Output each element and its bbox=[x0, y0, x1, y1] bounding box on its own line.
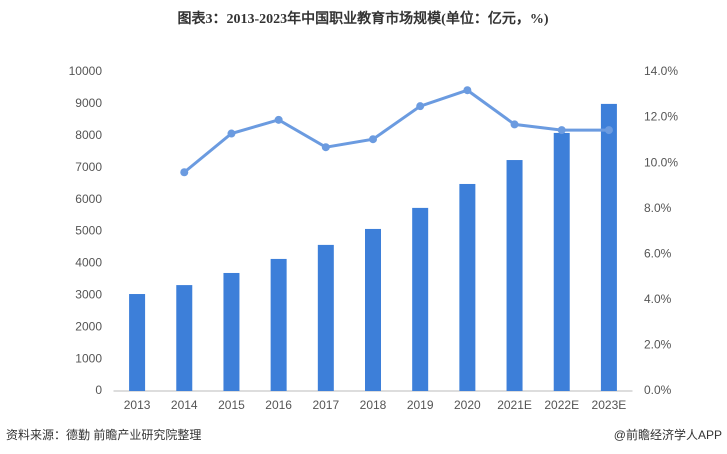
y2-tick-label: 10.0% bbox=[644, 155, 678, 169]
bar bbox=[553, 132, 570, 391]
bar bbox=[412, 207, 429, 391]
y-tick-label: 9000 bbox=[75, 96, 102, 110]
line-point bbox=[274, 115, 283, 124]
line-point bbox=[510, 120, 519, 129]
line-point bbox=[604, 126, 613, 135]
line-point bbox=[369, 135, 377, 144]
bar bbox=[600, 103, 617, 392]
x-tick-label: 2014 bbox=[171, 398, 198, 412]
x-tick-label: 2015 bbox=[218, 398, 245, 412]
x-tick-label: 2016 bbox=[265, 398, 292, 412]
chart-title: 图表3：2013-2023年中国职业教育市场规模(单位：亿元，%) bbox=[178, 10, 549, 27]
y2-tick-label: 2.0% bbox=[644, 338, 672, 352]
y-tick-label: 8000 bbox=[75, 128, 102, 142]
y2-tick-label: 14.0% bbox=[644, 64, 678, 78]
x-tick-label: 2020 bbox=[454, 398, 481, 412]
source: 资料来源：德勤 前瞻产业研究院整理 bbox=[6, 427, 201, 442]
y-tick-label: 5000 bbox=[75, 224, 102, 238]
bar bbox=[176, 285, 193, 391]
x-tick-label: 2021E bbox=[497, 398, 532, 412]
y-tick-label: 0 bbox=[95, 383, 102, 397]
line-point bbox=[227, 129, 236, 138]
y-tick-label: 3000 bbox=[75, 287, 102, 301]
y2-tick-label: 8.0% bbox=[644, 201, 672, 215]
x-tick-label: 2013 bbox=[124, 398, 151, 412]
line-point bbox=[180, 168, 189, 177]
y2-tick-label: 4.0% bbox=[644, 292, 672, 306]
y-tick-label: 2000 bbox=[75, 319, 102, 333]
y2-tick-label: 12.0% bbox=[644, 110, 678, 124]
bar bbox=[270, 258, 287, 391]
x-tick-label: 2018 bbox=[360, 398, 387, 412]
x-tick-label: 2023E bbox=[592, 398, 627, 412]
y2-tick-label: 6.0% bbox=[644, 246, 672, 260]
line-point bbox=[557, 126, 566, 135]
credit: @前瞻经济学人APP bbox=[614, 427, 722, 442]
y2-tick-label: 0.0% bbox=[644, 383, 672, 397]
line-point bbox=[416, 102, 425, 111]
line-point bbox=[463, 86, 472, 95]
y-tick-label: 4000 bbox=[75, 256, 102, 270]
bar bbox=[459, 183, 476, 391]
x-tick-label: 2019 bbox=[407, 398, 434, 412]
x-tick-label: 2017 bbox=[312, 398, 339, 412]
bar bbox=[365, 228, 381, 391]
bar bbox=[506, 160, 523, 391]
line-point bbox=[321, 143, 330, 152]
bar bbox=[317, 244, 334, 391]
y-tick-label: 6000 bbox=[75, 192, 102, 206]
bar bbox=[223, 272, 240, 391]
x-tick-label: 2022E bbox=[544, 398, 579, 412]
y-tick-label: 10000 bbox=[69, 64, 103, 78]
y-tick-label: 1000 bbox=[75, 351, 102, 365]
y-tick-label: 7000 bbox=[75, 160, 102, 174]
bar bbox=[129, 294, 146, 391]
line bbox=[183, 88, 609, 174]
